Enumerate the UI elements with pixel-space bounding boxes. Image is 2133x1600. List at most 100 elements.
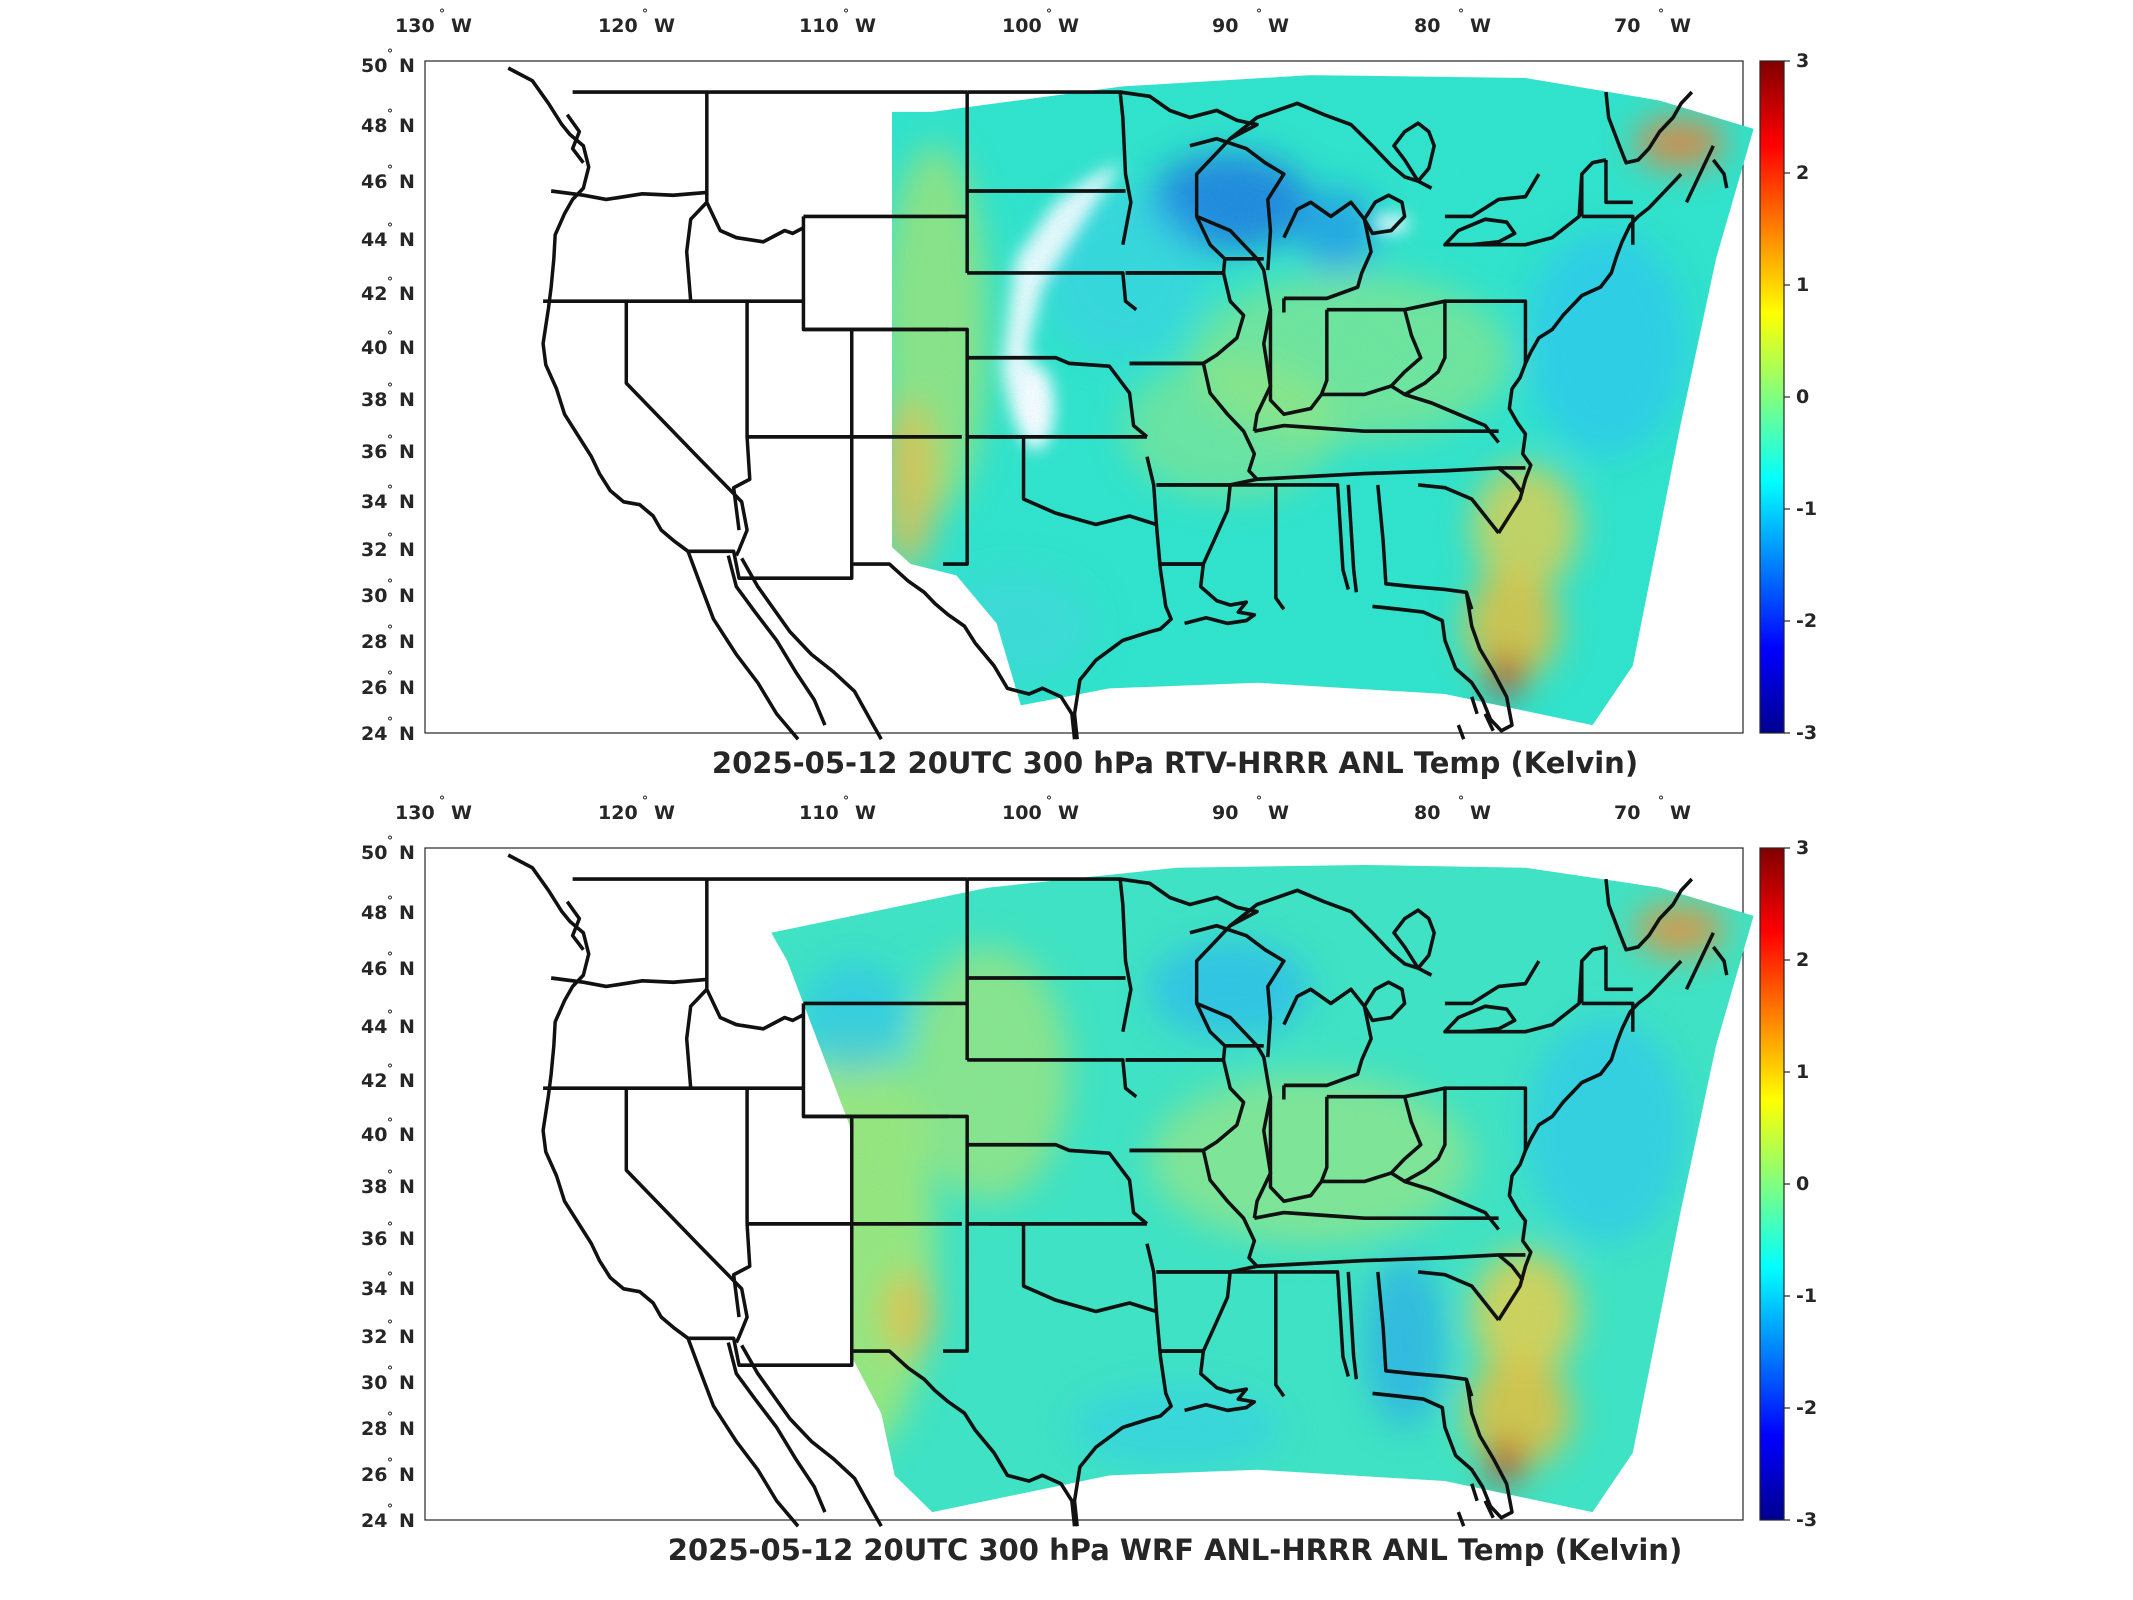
lat-degree-mark: ° <box>387 950 393 964</box>
colorbar-gradient <box>1759 847 1785 1521</box>
colorbar-tick-label: 0 <box>1796 386 1809 408</box>
lat-degree-mark: ° <box>387 381 393 395</box>
lon-degree-mark: ° <box>843 7 849 21</box>
lat-tick: 28 <box>361 1418 387 1440</box>
lat-degree-mark: ° <box>387 47 393 61</box>
lat-degree-mark: ° <box>387 483 393 497</box>
lat-suffix: N <box>399 55 415 77</box>
lat-suffix: N <box>399 337 415 359</box>
panel-top: 130 120 110 100 90 80 70 °W°W°W°W°W°W°W … <box>361 7 1817 780</box>
lat-tick: 24 <box>361 723 387 745</box>
lat-suffix: N <box>399 115 415 137</box>
data-field-bottom <box>506 853 1754 1529</box>
lat-degree-mark: ° <box>387 1062 393 1076</box>
colorbar-tick-label: 1 <box>1796 274 1809 296</box>
lat-tick: 28 <box>361 631 387 653</box>
lat-degree-mark: ° <box>387 623 393 637</box>
panel-title-top: 2025-05-12 20UTC 300 hPa RTV-HRRR ANL Te… <box>712 746 1638 780</box>
lat-degree-mark: ° <box>387 1318 393 1332</box>
lat-degree-mark: ° <box>387 1456 393 1470</box>
lat-suffix: N <box>399 1510 415 1532</box>
lat-tick: 40 <box>361 1124 387 1146</box>
lat-degree-mark: ° <box>387 894 393 908</box>
lat-degree-mark: ° <box>387 834 393 848</box>
lon-degree-mark: ° <box>843 794 849 808</box>
lat-degree-mark: ° <box>387 221 393 235</box>
lat-axis-bottom: 50°N48°N46°N44°N42°N40°N38°N36°N34°N32°N… <box>361 834 415 1532</box>
lat-tick: 24 <box>361 1510 387 1532</box>
lat-suffix: N <box>399 1228 415 1250</box>
lon-degree-mark: ° <box>1658 7 1664 21</box>
lat-suffix: N <box>399 1418 415 1440</box>
colorbar-tick-label: -1 <box>1796 1285 1817 1307</box>
lon-degree-mark: ° <box>642 794 648 808</box>
lon-tick: 80 <box>1414 802 1440 824</box>
lon-suffix: W <box>451 15 472 37</box>
lat-suffix: N <box>399 631 415 653</box>
map-frame-top <box>424 60 1744 734</box>
lat-degree-mark: ° <box>387 107 393 121</box>
lat-tick: 30 <box>361 585 387 607</box>
lat-suffix: N <box>399 491 415 513</box>
lon-suffix: W <box>1470 802 1491 824</box>
colorbar-tick-label: 0 <box>1796 1173 1809 1195</box>
lat-degree-mark: ° <box>387 1008 393 1022</box>
colorbar-tick-label: -3 <box>1796 1509 1817 1531</box>
colorbar-gradient <box>1759 60 1785 734</box>
lat-suffix: N <box>399 677 415 699</box>
colorbar-tick-label: -2 <box>1796 1397 1817 1419</box>
lat-suffix: N <box>399 842 415 864</box>
lon-suffix: W <box>1268 802 1289 824</box>
lon-suffix: W <box>855 15 876 37</box>
lon-suffix: W <box>1670 802 1691 824</box>
lat-suffix: N <box>399 585 415 607</box>
lon-degree-mark: ° <box>1256 794 1262 808</box>
lon-degree-mark: ° <box>439 7 445 21</box>
lat-tick: 42 <box>361 1070 387 1092</box>
lon-tick: 120 <box>598 15 638 37</box>
lat-degree-mark: ° <box>387 1364 393 1378</box>
lat-degree-mark: ° <box>387 1116 393 1130</box>
lon-suffix: W <box>654 802 675 824</box>
lon-suffix: W <box>1470 15 1491 37</box>
lat-tick: 48 <box>361 115 387 137</box>
lon-tick: 100 <box>1002 802 1042 824</box>
lat-axis-top: 50°N48°N46°N44°N42°N40°N38°N36°N34°N32°N… <box>361 47 415 745</box>
lon-tick: 110 <box>799 15 839 37</box>
lat-suffix: N <box>399 283 415 305</box>
lon-suffix: W <box>1058 802 1079 824</box>
lat-suffix: N <box>399 1464 415 1486</box>
lat-degree-mark: ° <box>387 275 393 289</box>
lon-tick: 130 <box>395 802 435 824</box>
lat-suffix: N <box>399 441 415 463</box>
lat-suffix: N <box>399 723 415 745</box>
lon-degree-mark: ° <box>642 7 648 21</box>
lon-degree-mark: ° <box>1458 7 1464 21</box>
lat-tick: 32 <box>361 539 387 561</box>
lon-tick: 90 <box>1212 15 1238 37</box>
lat-suffix: N <box>399 1016 415 1038</box>
lat-tick: 46 <box>361 958 387 980</box>
colorbar-tick-label: -1 <box>1796 498 1817 520</box>
lat-degree-mark: ° <box>387 1168 393 1182</box>
lon-tick: 100 <box>1002 15 1042 37</box>
lat-tick: 48 <box>361 902 387 924</box>
lon-axis-bottom: 130 120 110 100 90 80 70 ° W ° W ° W ° W ° W ° W ° W <box>395 794 1691 824</box>
lat-degree-mark: ° <box>387 433 393 447</box>
lat-tick: 34 <box>361 491 387 513</box>
lat-tick: 30 <box>361 1372 387 1394</box>
lat-degree-mark: ° <box>387 1220 393 1234</box>
lat-tick: 26 <box>361 677 387 699</box>
lon-degree-mark: ° <box>1658 794 1664 808</box>
colorbar-tick-label: 2 <box>1796 162 1809 184</box>
lon-axis-top: 130 120 110 100 90 80 70 ° W ° W ° W ° W ° W ° W ° W <box>395 7 1691 37</box>
lat-suffix: N <box>399 1372 415 1394</box>
lat-tick: 40 <box>361 337 387 359</box>
lat-suffix: N <box>399 1326 415 1348</box>
lat-degree-mark: ° <box>387 329 393 343</box>
lat-suffix: N <box>399 1124 415 1146</box>
lat-tick: 36 <box>361 441 387 463</box>
lat-suffix: N <box>399 902 415 924</box>
lon-degree-mark: ° <box>439 794 445 808</box>
